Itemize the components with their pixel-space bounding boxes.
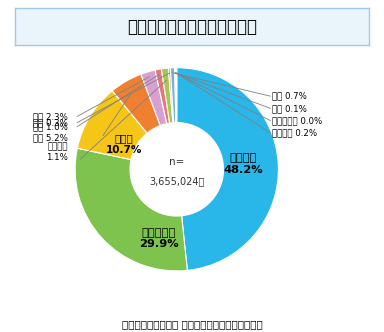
Wedge shape xyxy=(175,68,176,123)
Wedge shape xyxy=(175,68,177,123)
Text: 南米 1.0%: 南米 1.0% xyxy=(33,122,68,131)
Wedge shape xyxy=(161,68,173,123)
Text: 中東 0.1%: 中東 0.1% xyxy=(272,104,307,113)
Text: n=: n= xyxy=(169,157,184,167)
Wedge shape xyxy=(112,74,160,133)
Text: 東欧 0.7%: 東欧 0.7% xyxy=(272,92,307,101)
Wedge shape xyxy=(168,68,174,123)
Wedge shape xyxy=(75,148,187,271)
Wedge shape xyxy=(141,70,167,125)
Wedge shape xyxy=(177,68,278,271)
Wedge shape xyxy=(170,68,176,123)
Text: 北アフリカ 0.0%: 北アフリカ 0.0% xyxy=(272,116,323,125)
Text: 東アジア
48.2%: 東アジア 48.2% xyxy=(223,153,263,175)
Wedge shape xyxy=(77,91,147,160)
Wedge shape xyxy=(155,69,170,124)
Text: 地域別日本語学習者数の割合: 地域別日本語学習者数の割合 xyxy=(127,18,257,36)
Text: 西欧 2.3%: 西欧 2.3% xyxy=(33,112,68,121)
Text: 3,655,024人: 3,655,024人 xyxy=(149,177,204,187)
Text: 北米 5.2%: 北米 5.2% xyxy=(33,133,68,142)
Text: 出典：国際交流基金 「海外の日本語教育の現状」: 出典：国際交流基金 「海外の日本語教育の現状」 xyxy=(122,319,262,329)
Text: アフリカ 0.2%: アフリカ 0.2% xyxy=(272,128,318,137)
Wedge shape xyxy=(175,68,176,123)
Text: 中米 0.3%: 中米 0.3% xyxy=(33,118,68,127)
Text: 東南アジア
29.9%: 東南アジア 29.9% xyxy=(139,228,178,249)
Text: 大洋州
10.7%: 大洋州 10.7% xyxy=(106,133,142,155)
Text: 南アジア
1.1%: 南アジア 1.1% xyxy=(46,142,68,162)
